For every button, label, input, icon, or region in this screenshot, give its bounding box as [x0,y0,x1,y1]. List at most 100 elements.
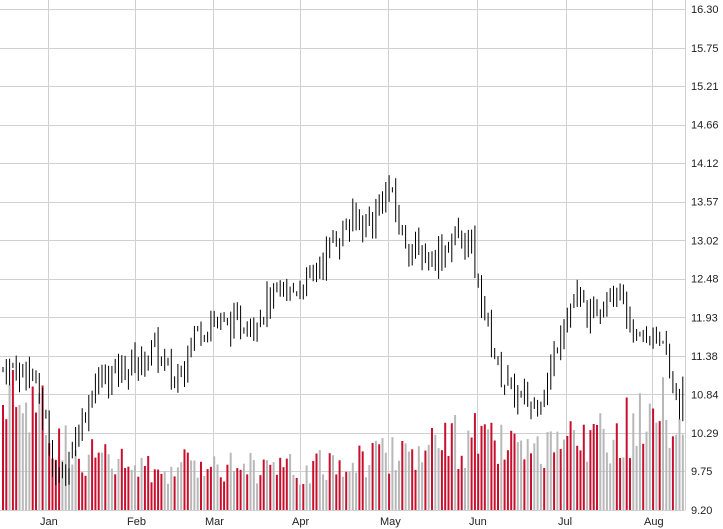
volume-bar [625,397,628,510]
volume-bar [216,464,219,510]
volume-bar [229,452,232,510]
volume-bar [635,445,638,510]
volume-bar [378,444,381,510]
volume-bar [681,434,684,510]
x-axis: Jan Feb Mar Apr May Jun Jul Aug [40,516,664,528]
volume-bar [219,477,222,510]
volume-bar [167,483,169,510]
volume-bar [516,442,519,510]
volume-bar [503,459,506,510]
volume-bar [104,444,107,510]
volume-bar [84,475,87,510]
volume-bar [421,462,424,510]
volume-bar [473,413,476,510]
x-tick-label: Jan [40,516,58,528]
volume-bar [134,465,136,510]
volume-bar [665,420,668,510]
y-tick-label: 9.75 [691,466,712,478]
volume-bar [256,483,259,510]
volume-bar [513,433,516,510]
volume-bar [153,469,156,510]
volume-bar [404,443,407,510]
volume-bar [124,468,127,510]
volume-bar [434,434,437,510]
volume-bar [374,440,377,510]
volume-bar [444,422,447,510]
volume-bar [401,441,404,510]
volume-bar [549,431,552,510]
volume-bar [190,460,193,510]
volume-bar [44,435,47,510]
volume-bar [71,464,74,510]
volume-bar [206,469,209,510]
volume-bar [81,472,84,510]
volume-bar [130,469,133,510]
volume-bar [68,468,70,510]
volume-bar [345,471,348,510]
volume-bar [51,458,54,510]
volume-bar [328,453,331,510]
volume-bar [25,402,28,510]
volume-bar [655,422,658,510]
volume-bar [658,421,661,510]
volume-bar [483,424,486,510]
volume-bar [668,447,671,510]
volume-bar [497,463,499,510]
volume-bar [480,425,483,510]
y-tick-label: 13.57 [691,197,719,209]
volume-bar [490,422,493,510]
volume-bar [74,450,77,510]
volume-bar [302,484,305,510]
volume-bar [533,443,536,510]
volume-bar [427,444,430,510]
volume-bar [411,449,414,510]
volume-bar [361,451,364,510]
volume-bar [18,404,21,510]
volume-bar [582,424,585,510]
volume-bar [546,432,549,510]
volume-bar [556,431,559,510]
volume-bar [351,462,354,510]
volume-bar [160,473,163,510]
volume-bar [200,461,202,510]
volume-bar [269,464,272,510]
volume-bar [15,407,18,510]
volume-bar [440,450,443,510]
volume-bar [629,458,631,510]
volume-bar [563,439,565,510]
volume-bar [477,453,480,510]
volume-bar [539,463,542,510]
volume-bar [569,421,572,510]
volume-bar [252,460,255,510]
volume-bar [431,428,433,510]
volume-bar [266,460,268,510]
volume-bar [315,453,318,510]
volume-bar [157,469,160,510]
y-tick-label: 14.66 [691,120,719,132]
volume-bar [391,437,394,510]
volume-bars [2,370,684,510]
volume-bar [368,465,371,510]
volume-bar [48,443,51,510]
volume-bar [460,455,463,510]
volume-bar [305,465,308,510]
volume-bar [348,471,351,510]
volume-bar [295,477,298,510]
volume-bar [292,474,295,510]
volume-bar [91,439,94,510]
volume-bar [605,452,608,510]
volume-bar [414,469,417,510]
volume-bar [173,476,176,510]
volume-bar [2,405,4,510]
volume-bar [110,468,113,510]
volume-bar [120,448,123,510]
volume-bar [180,462,183,510]
volume-bar [239,469,242,510]
volume-bar [8,384,11,510]
volume-bar [553,452,556,510]
volume-bar [341,476,344,510]
y-axis: 9.20 9.75 10.29 10.84 11.38 11.93 12.48 13.02 13… [691,4,719,517]
volume-bar [318,450,321,510]
x-tick-label: May [380,516,401,528]
volume-bar [262,459,265,510]
